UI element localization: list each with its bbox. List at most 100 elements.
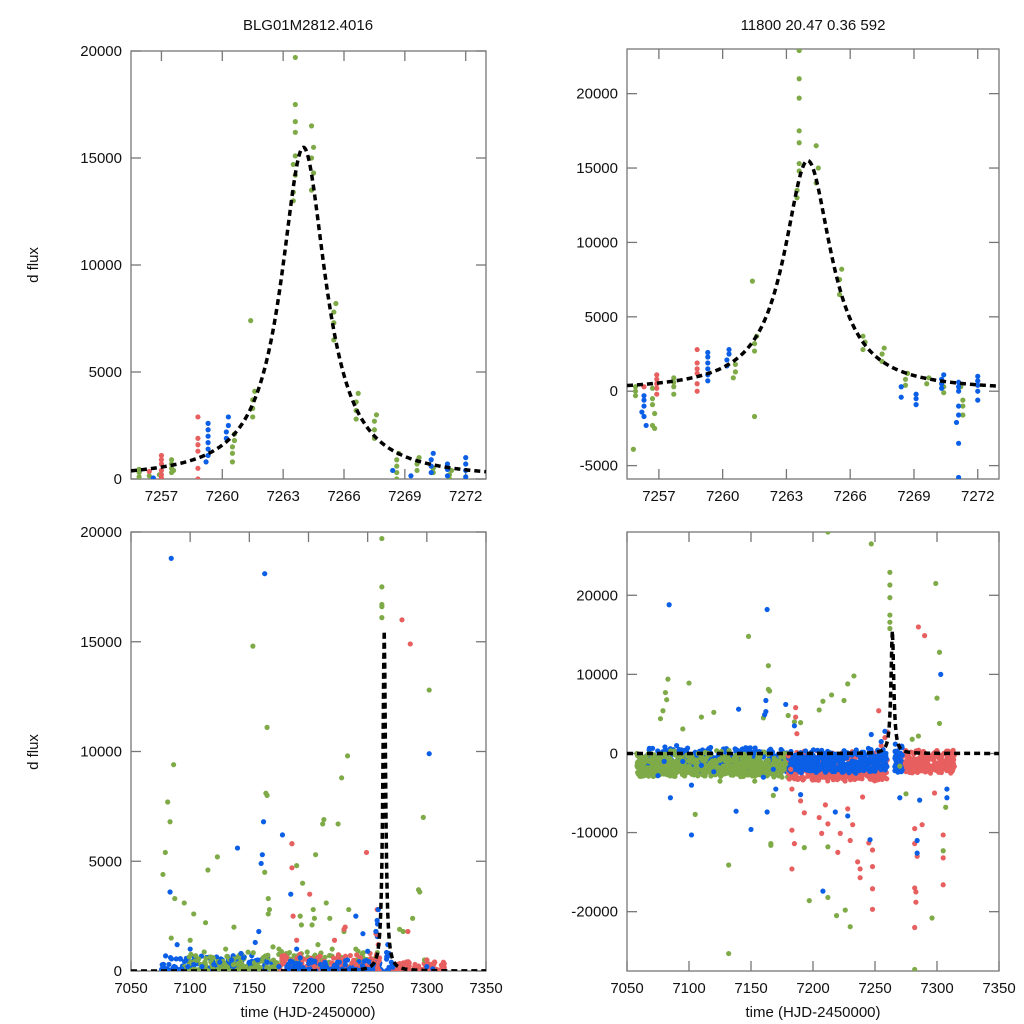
bottom-right-blue-band-point bbox=[815, 766, 821, 773]
top-left-green-point bbox=[371, 418, 378, 424]
top-left-green-point bbox=[414, 467, 420, 474]
top-right-green-point bbox=[649, 402, 656, 408]
bottom-right-xtick-label: 7200 bbox=[796, 980, 829, 997]
bottom-right-blue-band-point bbox=[646, 747, 652, 753]
bottom-right-red-point bbox=[850, 822, 856, 828]
top-right-blue-point bbox=[975, 378, 981, 384]
bottom-right-green-point bbox=[829, 692, 835, 698]
bottom-right-green-band-point bbox=[764, 762, 771, 768]
bottom-right-red-band-point bbox=[948, 770, 954, 776]
bottom-left-blue-band-point bbox=[177, 956, 183, 962]
top-right-green-point bbox=[732, 361, 739, 368]
bottom-left-green-point bbox=[339, 775, 345, 781]
bottom-left-blue-point bbox=[256, 928, 262, 935]
bottom-right-red-point bbox=[791, 841, 798, 847]
bottom-right-red-band-point bbox=[920, 765, 926, 771]
bottom-right-blue-point bbox=[763, 697, 769, 704]
bottom-right-blue-point bbox=[845, 813, 851, 819]
bottom-left-blue-band-point bbox=[162, 953, 169, 959]
bottom-right-red-point bbox=[845, 806, 851, 812]
bottom-right-red-band-point bbox=[944, 757, 950, 763]
bottom-right-green-band-point bbox=[656, 764, 662, 771]
bottom-right-red-point bbox=[789, 827, 795, 833]
bottom-right-blue-band-point bbox=[804, 756, 810, 762]
bottom-left-blue-point bbox=[228, 957, 235, 963]
top-right-model-curve bbox=[627, 158, 999, 388]
bottom-right-xtick-label: 7050 bbox=[610, 980, 643, 997]
bottom-left-green-point bbox=[162, 849, 168, 856]
bottom-right-red-point bbox=[860, 794, 866, 800]
top-left-blue-point bbox=[205, 433, 211, 439]
top-right-blue-point bbox=[975, 373, 981, 379]
bottom-right-blue-band-point bbox=[795, 764, 801, 770]
bottom-right-blue-band-point bbox=[819, 747, 825, 753]
bottom-left-green-point bbox=[168, 935, 174, 941]
bottom-left-xtick-label: 7100 bbox=[173, 980, 206, 997]
bottom-right-blue-point bbox=[882, 728, 888, 734]
bottom-right-green-band-point bbox=[724, 770, 730, 776]
top-left-green-point bbox=[250, 414, 256, 420]
bottom-right-green-point bbox=[909, 736, 915, 742]
top-right-blue-point bbox=[975, 382, 981, 388]
top-right-green-point bbox=[879, 351, 885, 357]
bottom-right-red-point bbox=[882, 735, 888, 741]
top-right-ytick-label: 15000 bbox=[576, 160, 618, 177]
top-left-green-point bbox=[373, 412, 380, 418]
top-right-blue-point bbox=[705, 366, 711, 372]
top-left-green-point bbox=[290, 161, 296, 168]
bottom-right-green-band-point bbox=[760, 760, 767, 766]
bottom-right-blue-point bbox=[783, 701, 789, 708]
bottom-right-red-band-point bbox=[950, 761, 956, 767]
bottom-right-blue-band-point bbox=[679, 747, 685, 753]
bottom-left-blue-point bbox=[426, 751, 432, 757]
top-right-green-point bbox=[941, 390, 947, 396]
bottom-left-green-band-point bbox=[193, 953, 199, 959]
bottom-right-red-point bbox=[793, 714, 799, 720]
bottom-right-blue-point bbox=[661, 758, 667, 764]
top-left-blue-point bbox=[428, 457, 434, 463]
bottom-right-blue-point bbox=[868, 731, 874, 738]
bottom-right-red-point bbox=[919, 822, 925, 828]
bottom-left-green-band-point bbox=[203, 955, 209, 962]
top-left-green-point bbox=[168, 457, 175, 463]
bottom-right-green-band-point bbox=[638, 766, 644, 772]
bottom-right-green-band-point bbox=[778, 765, 784, 772]
bottom-left-green-point bbox=[320, 821, 326, 827]
top-right-green-point bbox=[671, 384, 677, 390]
top-left-green-point bbox=[171, 467, 177, 474]
top-right-blue-point bbox=[705, 378, 711, 384]
bottom-right-blue-point bbox=[770, 766, 776, 772]
bottom-right-xtick-label: 7350 bbox=[982, 980, 1015, 997]
bottom-right-green-point bbox=[897, 763, 903, 769]
bottom-right-green-band-point bbox=[740, 765, 746, 771]
top-right-blue-point bbox=[975, 397, 981, 403]
bottom-left-green-point bbox=[202, 920, 209, 926]
bottom-left-green-point bbox=[346, 906, 352, 913]
bottom-right-green-point bbox=[698, 714, 705, 720]
top-right-blue-point bbox=[641, 397, 647, 403]
bottom-left-green-point bbox=[270, 944, 276, 950]
top-right-blue-point bbox=[956, 412, 962, 418]
top-right-green-point bbox=[796, 76, 802, 82]
bottom-right-xtick-label: 7300 bbox=[920, 980, 953, 997]
bottom-right-green-point bbox=[798, 720, 804, 726]
bottom-right-blue-point bbox=[791, 723, 798, 729]
top-left-red-point bbox=[158, 457, 165, 463]
bottom-right-blue-band-point bbox=[791, 757, 797, 764]
top-left-blue-point bbox=[408, 473, 414, 479]
bottom-right-red-point bbox=[825, 821, 831, 827]
bottom-right-red-point bbox=[819, 830, 825, 836]
bottom-right-red-point bbox=[798, 798, 804, 804]
bottom-right-blue-point bbox=[810, 766, 816, 772]
bottom-left-red-point bbox=[331, 937, 338, 943]
bottom-right-red-point bbox=[816, 814, 822, 821]
bottom-right-blue-band-point bbox=[842, 755, 848, 761]
bottom-left-blue-band-point bbox=[293, 964, 299, 970]
bottom-right-red-point bbox=[794, 731, 800, 737]
bottom-left-green-point bbox=[167, 819, 173, 825]
bottom-right-green-point bbox=[768, 842, 774, 848]
bottom-right-green-band-point bbox=[638, 773, 644, 779]
bottom-right-blue-band-point bbox=[892, 755, 898, 761]
bottom-right-red-band-point bbox=[792, 774, 798, 781]
bottom-left-blue-point bbox=[288, 891, 294, 897]
